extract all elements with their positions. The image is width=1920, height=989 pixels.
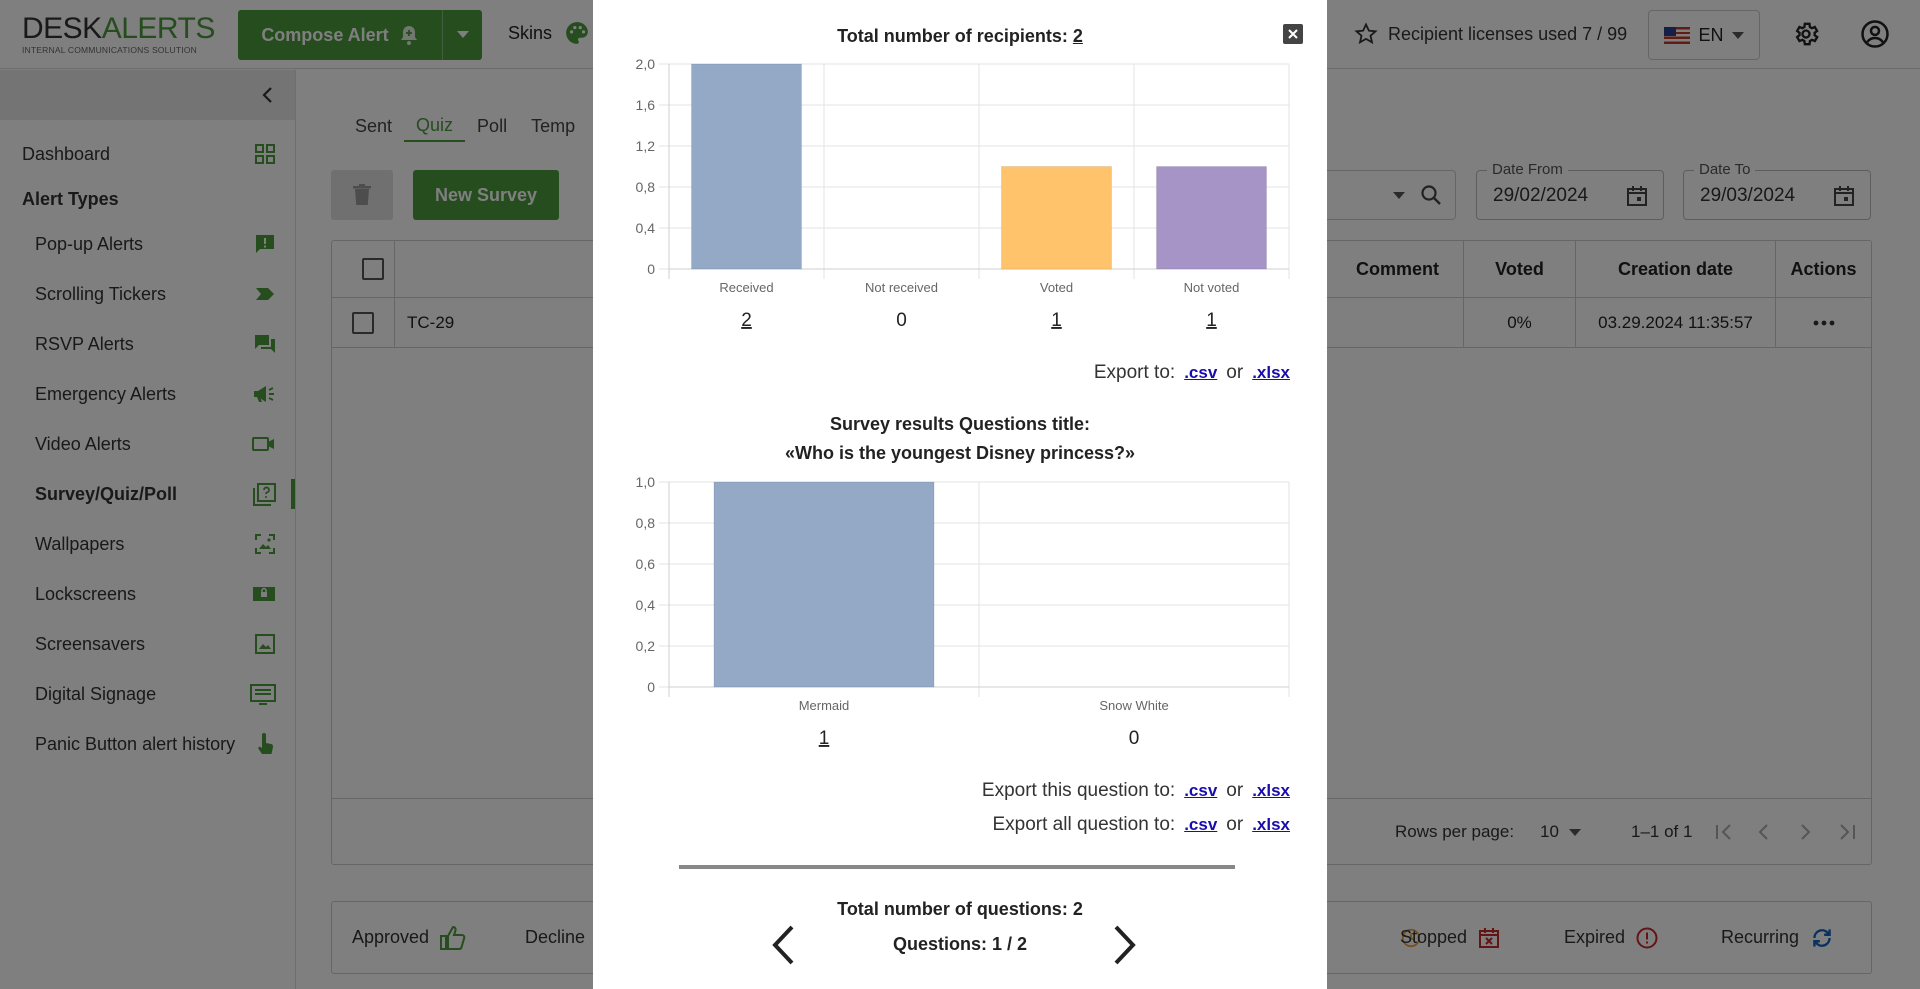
or-label: or	[1226, 814, 1244, 835]
data-value-label[interactable]: 2	[741, 310, 752, 331]
y-tick-label: 0	[647, 679, 655, 695]
export-recipients-line: Export to: .csv or .xlsx	[1094, 362, 1290, 384]
y-tick-label: 0,6	[636, 556, 656, 572]
export-this-question-line: Export this question to: .csv or .xlsx	[982, 780, 1290, 802]
x-tick-label: Voted	[1040, 280, 1073, 295]
y-tick-label: 1,6	[636, 97, 656, 113]
y-tick-label: 0,4	[636, 597, 656, 613]
export-all-label: Export all question to:	[992, 814, 1176, 835]
export-this-label: Export this question to:	[981, 780, 1176, 801]
data-value-label[interactable]: 1	[1206, 310, 1217, 331]
y-tick-label: 0,8	[636, 179, 656, 195]
export-recipients-xlsx-link[interactable]: .xlsx	[1252, 363, 1290, 382]
question-answers-bar-chart: 0 0,2 0,4 0,6 0,8 1,0 Mermaid 1 Snow White 0	[636, 474, 1290, 749]
export-question-xlsx-link[interactable]: .xlsx	[1252, 781, 1290, 800]
recipients-total-link[interactable]: 2	[1072, 26, 1083, 46]
recipients-total-title: Total number of recipients: 2	[593, 26, 1327, 47]
x-tick-label: Not voted	[1184, 280, 1240, 295]
y-tick-label: 0,8	[636, 515, 656, 531]
data-value-label: 0	[896, 310, 907, 331]
export-all-csv-link[interactable]: .csv	[1184, 815, 1218, 834]
survey-results-modal: Total number of recipients: 2 0 0,4 0,8 1,2…	[593, 0, 1327, 989]
x-tick-label: Mermaid	[799, 698, 850, 713]
y-tick-label: 0,4	[636, 220, 656, 236]
y-tick-label: 1,0	[636, 474, 656, 490]
data-value-label: 0	[1129, 728, 1140, 749]
export-recipients-csv-link[interactable]: .csv	[1184, 363, 1218, 382]
x-tick-label: Not received	[865, 280, 938, 295]
bar-mermaid[interactable]	[713, 481, 935, 688]
close-icon	[1288, 29, 1298, 39]
export-all-xlsx-link[interactable]: .xlsx	[1252, 815, 1290, 834]
question-title: «Who is the youngest Disney princess?»	[784, 443, 1136, 463]
total-questions-text: Total number of questions: 2	[837, 899, 1083, 919]
y-tick-label: 0	[647, 261, 655, 277]
y-tick-label: 1,2	[636, 138, 656, 154]
recipients-bar-chart: 0 0,4 0,8 1,2 1,6 2,0 Received 2 Not received 0 Vo…	[636, 56, 1290, 331]
data-value-label[interactable]: 1	[819, 728, 830, 749]
bar-received[interactable]	[690, 63, 803, 270]
section-divider	[679, 865, 1235, 869]
y-tick-label: 0,2	[636, 638, 656, 654]
export-to-label: Export to:	[1093, 362, 1176, 383]
x-tick-label: Snow White	[1099, 698, 1168, 713]
data-value-label[interactable]: 1	[1051, 310, 1062, 331]
previous-question-arrow[interactable]	[770, 924, 796, 966]
next-question-arrow[interactable]	[1112, 924, 1138, 966]
or-label: or	[1226, 780, 1244, 801]
bar-voted[interactable]	[1000, 166, 1113, 270]
question-counter: Questions: 1 / 2	[892, 934, 1028, 954]
bar-not-voted[interactable]	[1155, 166, 1268, 270]
x-tick-label: Received	[719, 280, 773, 295]
survey-results-title: Survey results Questions title:	[829, 414, 1091, 434]
close-modal-button[interactable]	[1283, 24, 1303, 44]
or-label: or	[1226, 362, 1244, 383]
y-tick-label: 2,0	[636, 56, 656, 72]
export-all-questions-line: Export all question to: .csv or .xlsx	[992, 814, 1290, 836]
recipients-title-prefix: Total number of recipients:	[837, 26, 1068, 46]
export-question-csv-link[interactable]: .csv	[1184, 781, 1218, 800]
